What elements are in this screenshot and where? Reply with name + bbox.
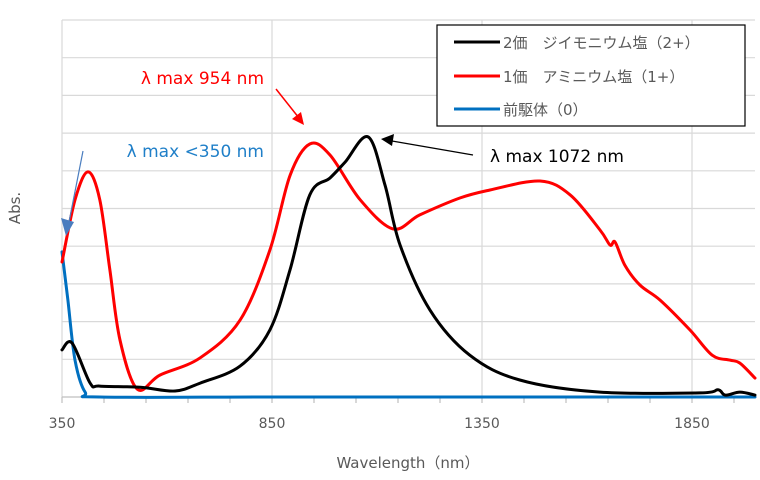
legend-label-dication: 2価 ジイモニウム塩（2+） bbox=[503, 34, 700, 52]
annotation-1072-arrow-line bbox=[391, 140, 474, 156]
annotation-1072-arrowhead bbox=[381, 134, 394, 146]
legend: 2価 ジイモニウム塩（2+） 1価 アミニウム塩（1+） 前駆体（0） bbox=[436, 24, 746, 127]
annotation-1072: λ max 1072 nm bbox=[381, 134, 624, 167]
x-tick-label-1850: 1850 bbox=[674, 416, 710, 432]
annotation-350-label: λ max <350 nm bbox=[127, 142, 264, 162]
annotation-350: λ max <350 nm bbox=[61, 142, 264, 236]
legend-entry-dication: 2価 ジイモニウム塩（2+） bbox=[454, 34, 700, 52]
x-tick-label-1350: 1350 bbox=[464, 416, 500, 432]
annotation-954-label: λ max 954 nm bbox=[141, 69, 264, 89]
legend-label-precursor: 前駆体（0） bbox=[503, 101, 588, 119]
x-axis-title: Wavelength（nm） bbox=[336, 454, 479, 472]
series-precursor-line bbox=[60, 250, 757, 399]
annotation-954-arrowhead bbox=[292, 112, 304, 125]
annotation-350-arrow-line bbox=[68, 150, 84, 223]
legend-label-radical-cation: 1価 アミニウム塩（1+） bbox=[503, 68, 684, 86]
annotation-350-arrowhead bbox=[61, 218, 74, 236]
series-dication-line bbox=[60, 135, 757, 397]
y-axis-title: Abs. bbox=[6, 192, 24, 224]
annotation-954-arrow-line bbox=[275, 88, 300, 119]
legend-entry-precursor: 前駆体（0） bbox=[454, 101, 588, 119]
annotation-954: λ max 954 nm bbox=[141, 69, 304, 125]
series-lines bbox=[60, 135, 757, 399]
legend-entry-radical-cation: 1価 アミニウム塩（1+） bbox=[454, 68, 684, 86]
x-tick-label-850: 850 bbox=[259, 416, 286, 432]
annotation-1072-label: λ max 1072 nm bbox=[490, 147, 624, 167]
series-radical-cation-line bbox=[60, 141, 757, 392]
x-tick-label-350: 350 bbox=[49, 416, 76, 432]
